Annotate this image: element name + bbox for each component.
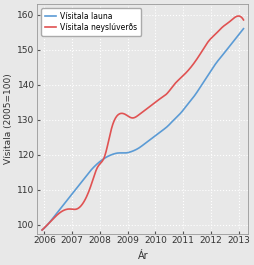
Vísitala launa: [222, 51, 225, 54]
Vísitala launa: [160, 129, 163, 132]
Vísitala launa: [241, 27, 244, 30]
Vísitala neyslúverðs: [241, 18, 244, 21]
Legend: Vísitala launa, Vísitala neyslúverðs: Vísitala launa, Vísitala neyslúverðs: [41, 8, 141, 36]
Vísitala neyslúverðs: [222, 24, 225, 27]
Vísitala neyslúverðs: [41, 228, 44, 231]
Y-axis label: Vísitala (2005=100): Vísitala (2005=100): [4, 73, 13, 164]
Vísitala neyslúverðs: [160, 96, 163, 99]
Vísitala neyslúverðs: [236, 14, 239, 17]
Vísitala launa: [41, 228, 44, 231]
Line: Vísitala neyslúverðs: Vísitala neyslúverðs: [42, 16, 243, 230]
Vísitala launa: [163, 127, 166, 130]
Vísitala launa: [159, 130, 162, 133]
Vísitala neyslúverðs: [159, 96, 162, 100]
Vísitala neyslúverðs: [163, 94, 166, 97]
Vísitala neyslúverðs: [210, 36, 213, 39]
Line: Vísitala launa: Vísitala launa: [42, 29, 243, 230]
X-axis label: Ár: Ár: [137, 251, 148, 261]
Vísitala neyslúverðs: [40, 228, 43, 232]
Vísitala launa: [210, 68, 213, 71]
Vísitala launa: [40, 228, 43, 232]
